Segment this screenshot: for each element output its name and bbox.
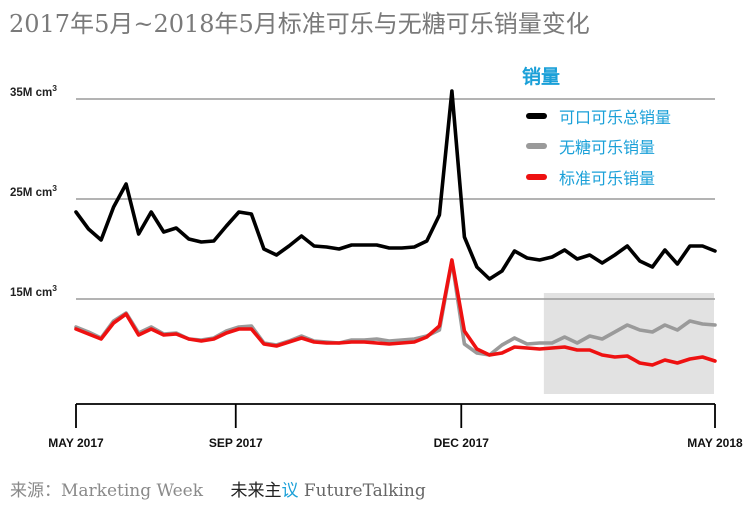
highlight-region bbox=[543, 293, 714, 394]
x-tick-label: MAY 2018 bbox=[687, 436, 743, 450]
y-tick-label: 15M cm3 bbox=[10, 283, 57, 299]
legend-item-diet: 无糖可乐销量 bbox=[526, 135, 655, 157]
brand-credit: 未来主议 FutureTalking bbox=[230, 481, 425, 501]
legend-item-total: 可口可乐总销量 bbox=[526, 105, 671, 127]
legend-swatch-total bbox=[526, 113, 547, 119]
series-line-0 bbox=[74, 89, 717, 281]
legend-swatch-regular bbox=[526, 174, 547, 180]
chart-title: 2017年5月~2018年5月标准可乐与无糖可乐销量变化 bbox=[9, 10, 590, 38]
legend-label-regular: 标准可乐销量 bbox=[559, 169, 656, 188]
legend-label-total: 可口可乐总销量 bbox=[559, 108, 672, 127]
x-tick-label: DEC 2017 bbox=[434, 436, 490, 450]
brand-cn-b: 议 bbox=[281, 481, 299, 501]
x-tick-label: MAY 2017 bbox=[48, 436, 104, 450]
source-credit: 来源：Marketing Week bbox=[10, 481, 204, 501]
brand-cn-a: 未来主 bbox=[230, 481, 282, 501]
legend-item-regular: 标准可乐销量 bbox=[526, 166, 655, 188]
legend-title: 销量 bbox=[522, 66, 561, 88]
x-tick-label: SEP 2017 bbox=[209, 436, 263, 450]
footer: 来源：Marketing Week 未来主议 FutureTalking bbox=[10, 476, 426, 501]
brand-en: FutureTalking bbox=[303, 481, 426, 501]
legend-swatch-diet bbox=[526, 143, 547, 149]
y-tick-label: 35M cm3 bbox=[10, 83, 57, 99]
y-tick-label: 25M cm3 bbox=[10, 183, 57, 199]
series-line-2 bbox=[74, 258, 717, 367]
legend-label-diet: 无糖可乐销量 bbox=[559, 138, 656, 157]
